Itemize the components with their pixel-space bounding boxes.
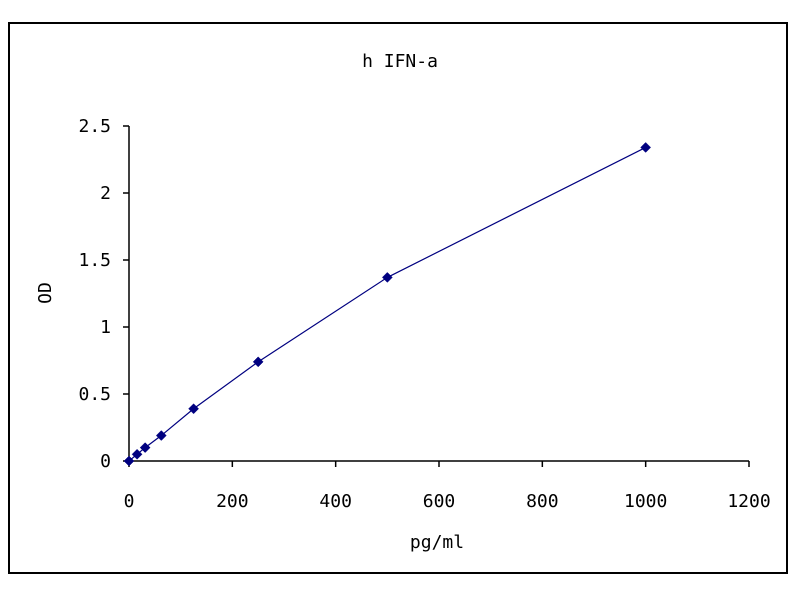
data-point-marker (252, 356, 264, 368)
x-tick-label: 0 (124, 491, 135, 512)
chart-title: h IFN-a (362, 51, 438, 72)
y-tick-label: 0.5 (78, 384, 111, 405)
chart-frame (8, 22, 788, 574)
y-tick-label: 2 (100, 183, 111, 204)
x-tick-label: 1200 (727, 491, 770, 512)
data-point-marker (381, 272, 393, 283)
data-point-marker (155, 430, 167, 441)
y-axis-title: OD (35, 282, 56, 304)
data-point-marker (131, 448, 143, 460)
x-tick-label: 1000 (624, 491, 667, 512)
data-point-marker (123, 455, 135, 467)
x-tick-label: 400 (319, 491, 352, 512)
data-point-marker (188, 403, 199, 415)
axes (128, 126, 749, 462)
data-point-marker (640, 142, 652, 153)
ticks: 0 200 400 600 800 1000 1200 0 0.5 1 1.5 2 2.5 (78, 116, 770, 512)
x-tick-label: 600 (423, 491, 456, 512)
x-axis-title: pg/ml (410, 532, 464, 553)
x-tick-label: 200 (216, 491, 249, 512)
y-tick-label: 2.5 (78, 116, 111, 137)
data-point-marker (139, 442, 151, 453)
y-tick-label: 1.5 (78, 250, 111, 271)
x-tick-label: 800 (526, 491, 559, 512)
y-tick-label: 1 (100, 317, 111, 338)
series-line (128, 146, 646, 462)
series (123, 142, 652, 467)
y-tick-label: 0 (100, 451, 111, 472)
